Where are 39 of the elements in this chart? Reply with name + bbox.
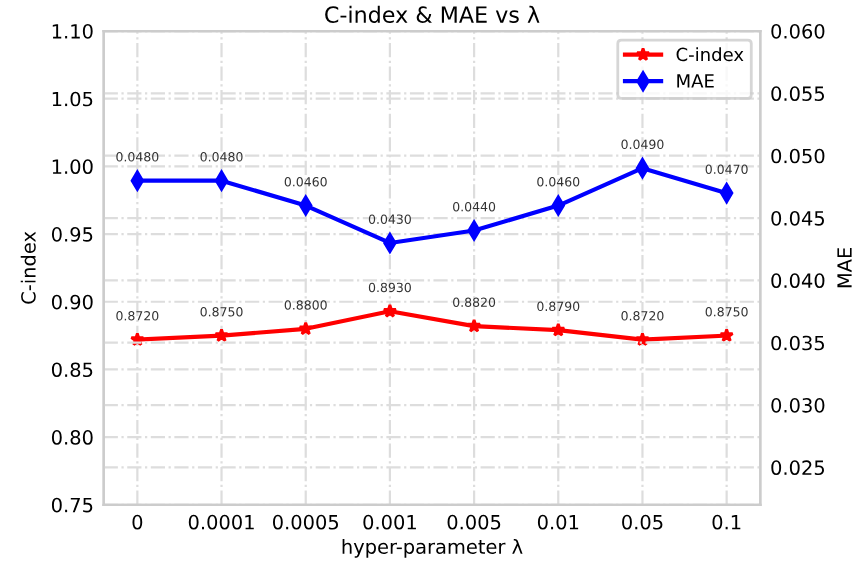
y2-tick-label: 0.030 xyxy=(771,398,825,413)
x-tick-label: 0.1 xyxy=(712,514,741,530)
point xyxy=(214,170,229,191)
y2-tick-label: 0.055 xyxy=(771,86,825,102)
x-tick-label: 0.001 xyxy=(363,514,416,530)
y2-tick-label: 0.060 xyxy=(771,23,825,39)
y-tick-label: 1.10 xyxy=(52,23,93,39)
y2-axis-title: MAE xyxy=(837,247,852,288)
x-tick-label: 0.05 xyxy=(622,514,663,530)
y2-tick-label: 0.025 xyxy=(771,460,825,476)
point xyxy=(466,318,482,333)
x-tick-label: 0.0005 xyxy=(272,514,339,530)
y2-tick-label: 0.050 xyxy=(771,148,825,164)
legend-label: MAE xyxy=(677,74,714,88)
y-tick-label: 0.90 xyxy=(51,294,93,310)
y-tick-label: 0.85 xyxy=(51,362,93,378)
point xyxy=(550,322,566,337)
point xyxy=(719,327,734,343)
y2-tick-label: 0.035 xyxy=(771,335,825,351)
point xyxy=(130,170,145,191)
y-tick-label: 1.05 xyxy=(52,91,93,107)
y-axis-title: C-index xyxy=(20,231,36,304)
y-tick-label: 0.95 xyxy=(51,227,93,242)
x-axis-title: hyper-parameter λ xyxy=(342,538,523,558)
point xyxy=(635,332,650,347)
point xyxy=(214,327,229,343)
chart-title: C-index & MAE vs λ xyxy=(325,5,540,23)
y-tick-label: 1.00 xyxy=(52,159,93,175)
x-tick-label: 0.0001 xyxy=(188,514,254,530)
y-tick-label: 0.80 xyxy=(51,430,93,445)
x-tick-label: 0.01 xyxy=(537,514,579,530)
x-tick-label: 0.005 xyxy=(447,514,501,530)
y2-tick-label: 0.045 xyxy=(771,210,825,226)
y2-tick-label: 0.040 xyxy=(771,273,825,289)
legend-label: C-index xyxy=(676,47,744,62)
point xyxy=(298,321,314,336)
point xyxy=(382,303,398,318)
y-tick-label: 0.75 xyxy=(51,497,93,513)
x-tick-label: 0 xyxy=(132,514,143,530)
